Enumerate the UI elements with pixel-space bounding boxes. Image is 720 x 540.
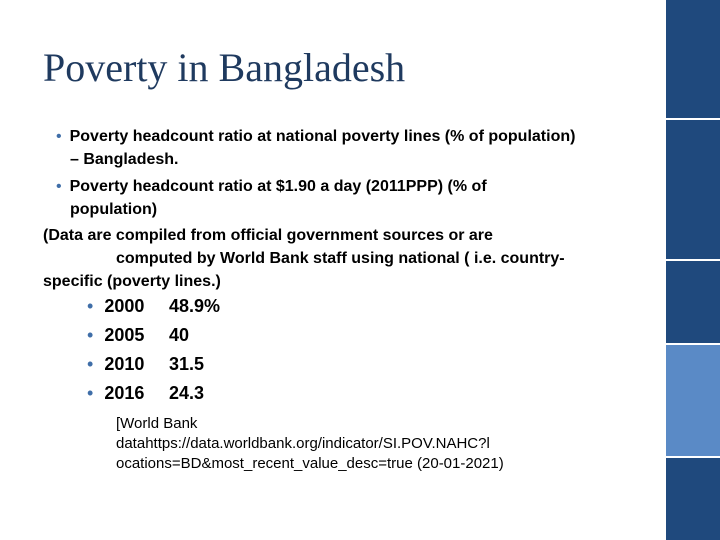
source-line: [World Bank [116,415,198,432]
poverty-value: 31.5 [169,354,205,374]
poverty-value: 48.9% [169,296,221,316]
bullet-continuation: population) [70,201,158,218]
bullet-item: • Poverty headcount ratio at $1.90 a day … [56,178,487,196]
sidebar-segment [666,458,720,540]
poverty-value: 24.3 [169,383,205,403]
note-text: computed by World Bank staff using natio… [116,250,565,267]
data-row: • 2005 40 [87,325,189,346]
bullet-continuation: – Bangladesh. [70,151,179,168]
bullet-icon: • [56,128,62,145]
bullet-icon: • [87,325,94,345]
year-label: 2005 [104,325,145,345]
sidebar-segment [666,0,720,118]
page-title: Poverty in Bangladesh [43,45,406,90]
bullet-text: Poverty headcount ratio at $1.90 a day (… [69,178,487,195]
sidebar-segment [666,344,720,457]
decorative-sidebar [664,0,720,540]
bullet-icon: • [87,383,94,403]
bullet-icon: • [56,178,62,195]
source-citation: [World Bank datahttps://data.worldbank.o… [116,414,504,474]
year-label: 2000 [104,296,145,316]
sidebar-segment [666,261,720,343]
note-text: specific (poverty lines.) [43,273,221,290]
data-row: • 2010 31.5 [87,354,204,375]
data-row: • 2000 48.9% [87,296,220,317]
bullet-icon: • [87,354,94,374]
data-row: • 2016 24.3 [87,383,204,404]
source-line: ocations=BD&most_recent_value_desc=true … [116,455,504,472]
year-label: 2016 [104,383,145,403]
bullet-icon: • [87,296,94,316]
poverty-value: 40 [169,325,190,345]
sidebar-segment [666,119,720,260]
source-line: datahttps://data.worldbank.org/indicator… [116,435,490,452]
note-text: (Data are compiled from official governm… [43,227,493,244]
bullet-item: • Poverty headcount ratio at national pov… [56,128,575,146]
bullet-text: Poverty headcount ratio at national pove… [69,128,576,145]
year-label: 2010 [104,354,145,374]
